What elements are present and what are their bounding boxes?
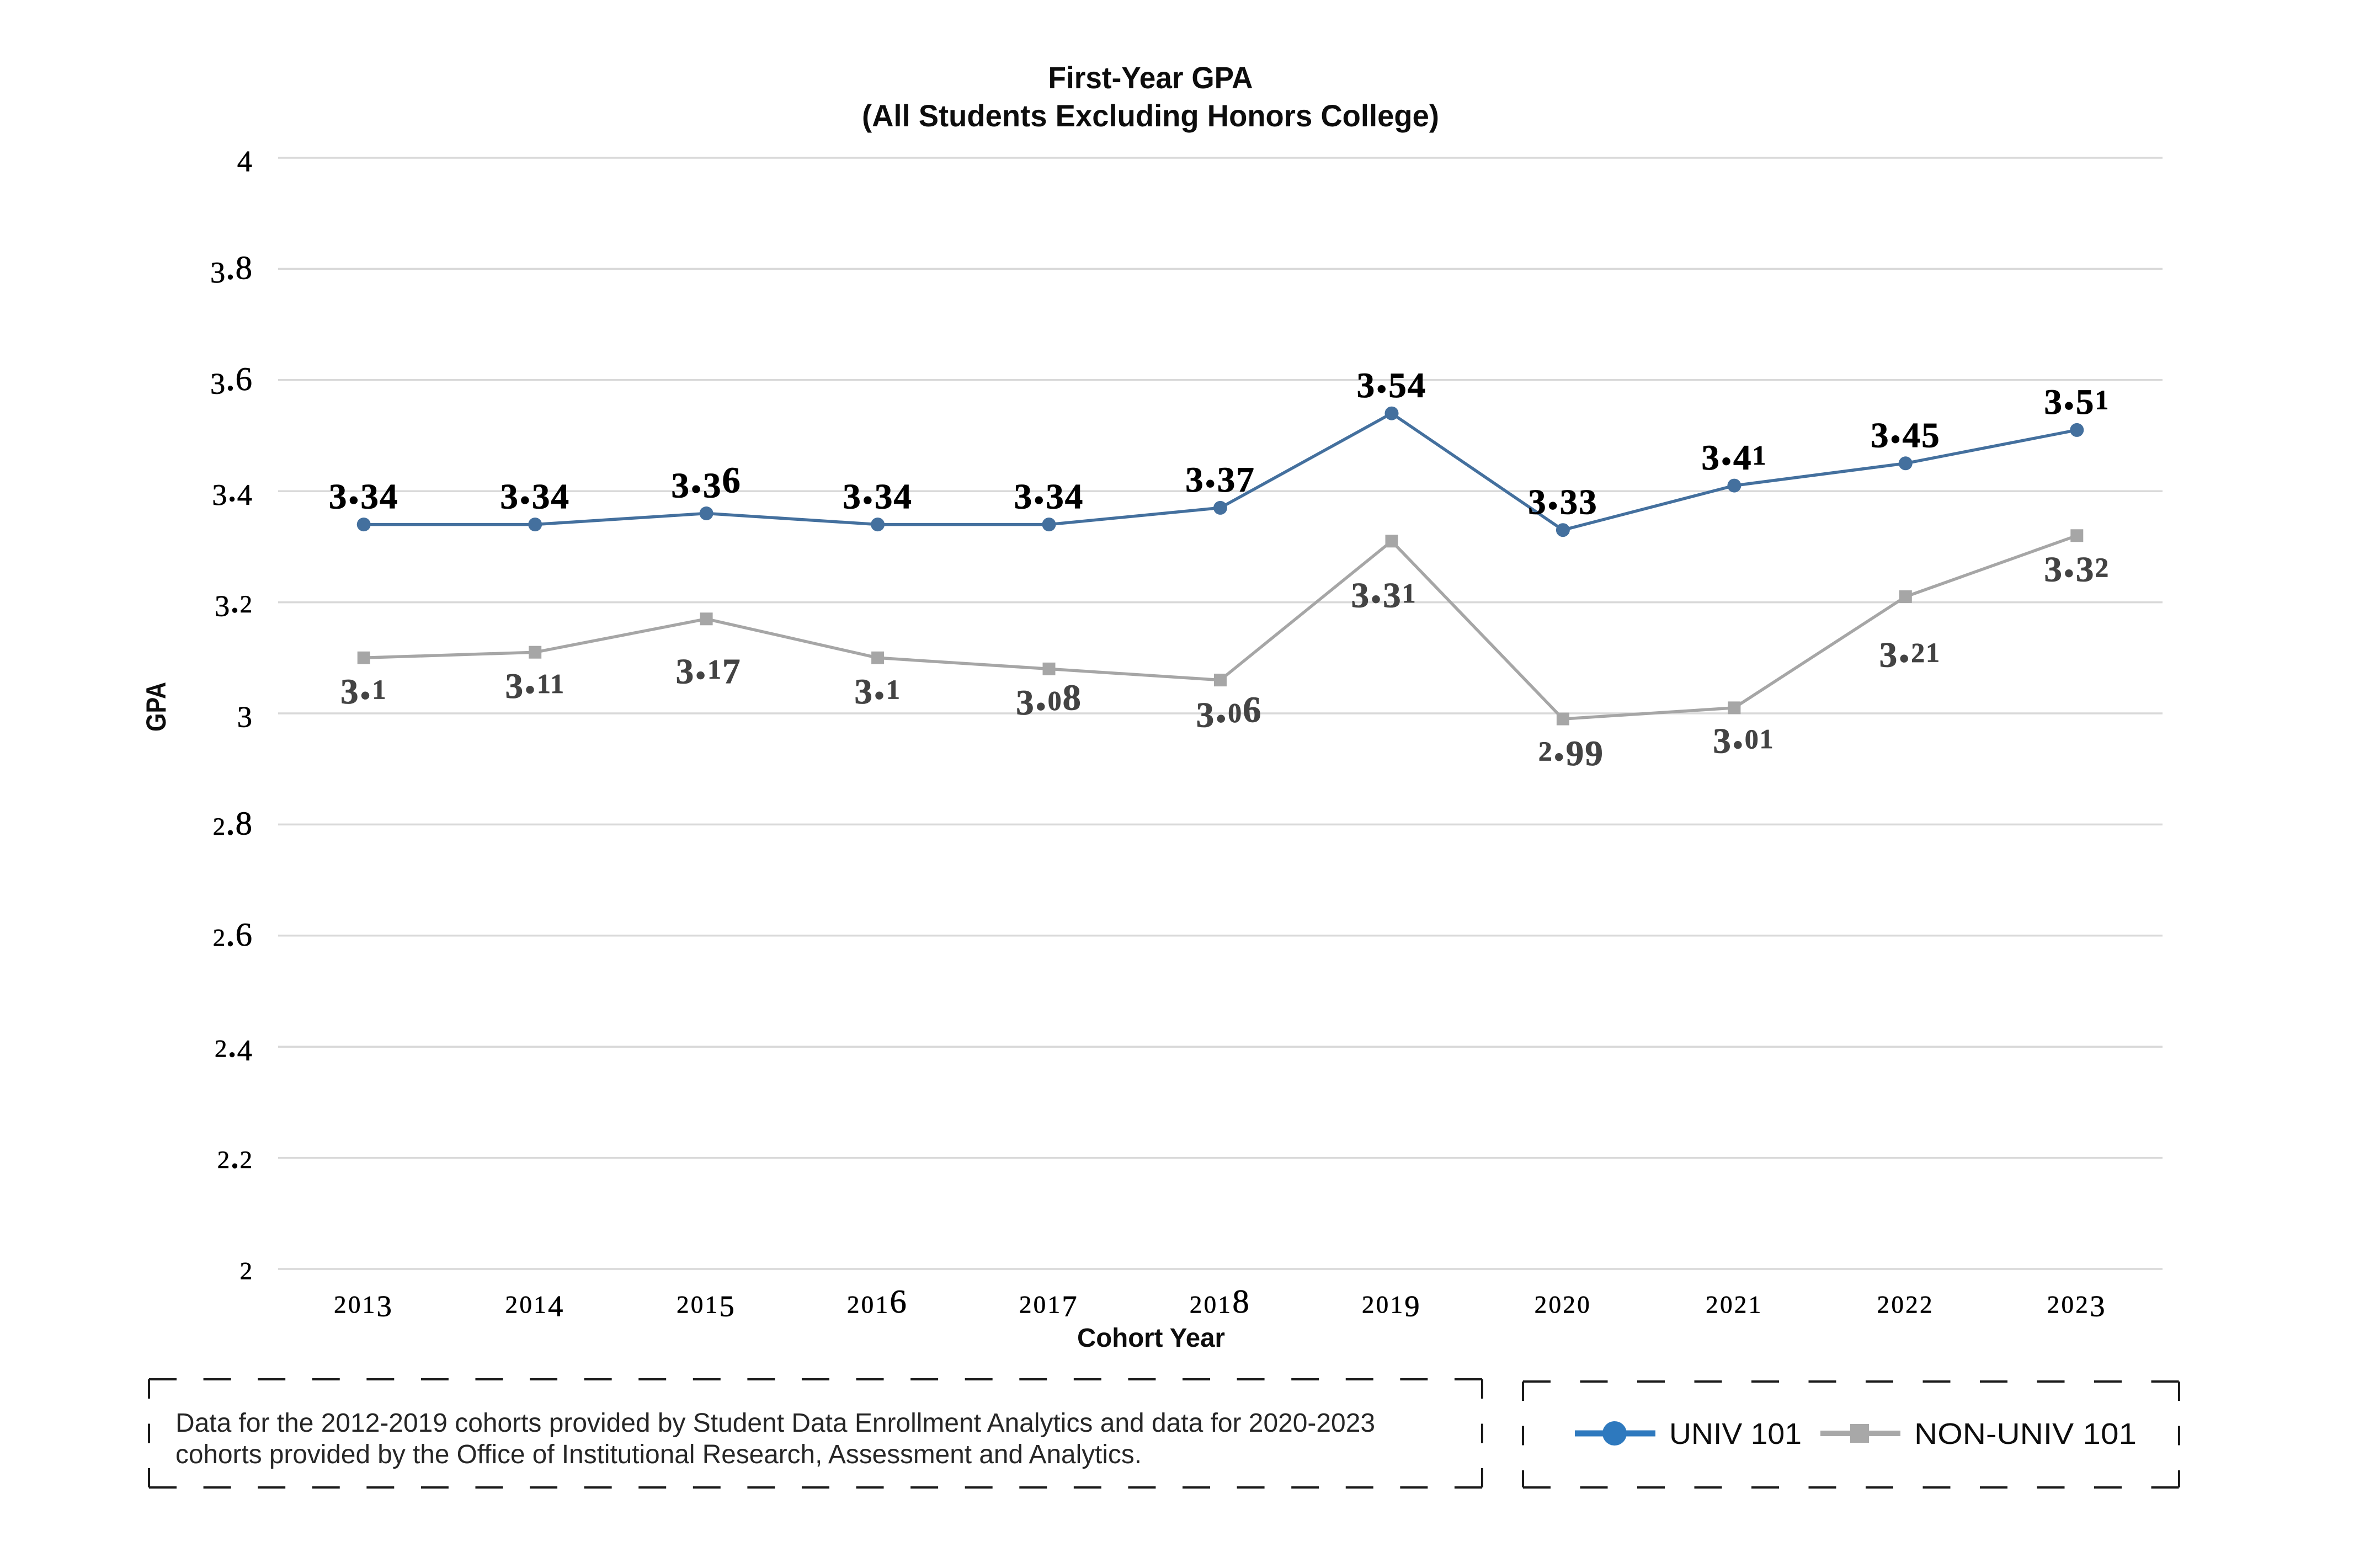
svg-text:2.2: 2.2 — [217, 1132, 252, 1177]
svg-text:2014: 2014 — [505, 1290, 565, 1323]
svg-text:Cohort Year: Cohort Year — [1077, 1323, 1225, 1353]
svg-text:2021: 2021 — [1706, 1290, 1762, 1318]
svg-text:3.36: 3.36 — [671, 452, 741, 506]
svg-text:3.8: 3.8 — [210, 242, 252, 289]
svg-text:2013: 2013 — [334, 1290, 393, 1323]
svg-text:3.34: 3.34 — [843, 463, 913, 517]
svg-text:2022: 2022 — [1877, 1290, 1934, 1318]
svg-text:2.99: 2.99 — [1538, 719, 1604, 774]
svg-text:3.06: 3.06 — [1196, 681, 1263, 735]
svg-text:3.4: 3.4 — [212, 465, 252, 511]
svg-text:2.4: 2.4 — [215, 1020, 252, 1067]
svg-text:3.1: 3.1 — [854, 658, 901, 712]
svg-text:3.31: 3.31 — [1351, 562, 1417, 616]
svg-text:4: 4 — [237, 145, 252, 178]
svg-text:3.41: 3.41 — [1701, 424, 1767, 478]
svg-text:2020: 2020 — [1535, 1290, 1591, 1318]
svg-text:3.51: 3.51 — [2044, 368, 2110, 422]
svg-text:3.45: 3.45 — [1871, 402, 1941, 456]
svg-text:First-Year GPA: First-Year GPA — [1048, 60, 1253, 95]
svg-text:2.6: 2.6 — [213, 909, 252, 954]
svg-text:2019: 2019 — [1362, 1290, 1421, 1323]
svg-text:2015: 2015 — [677, 1290, 736, 1323]
svg-text:3.17: 3.17 — [676, 638, 742, 692]
svg-text:3: 3 — [237, 701, 252, 734]
svg-text:(All Students Excluding Honors: (All Students Excluding Honors College) — [862, 98, 1439, 133]
svg-text:3.08: 3.08 — [1016, 669, 1082, 723]
svg-text:NON-UNIV 101: NON-UNIV 101 — [1914, 1417, 2137, 1450]
svg-text:3.34: 3.34 — [329, 463, 399, 517]
svg-text:3.34: 3.34 — [1014, 463, 1084, 517]
svg-text:3.6: 3.6 — [210, 354, 252, 401]
svg-text:2.8: 2.8 — [213, 798, 252, 843]
svg-text:2018: 2018 — [1190, 1283, 1251, 1320]
svg-text:2023: 2023 — [2047, 1290, 2107, 1323]
svg-text:3.37: 3.37 — [1185, 446, 1255, 500]
svg-text:3.32: 3.32 — [2044, 536, 2110, 590]
svg-text:3.54: 3.54 — [1357, 351, 1427, 406]
svg-text:2: 2 — [240, 1257, 252, 1284]
svg-text:3.2: 3.2 — [215, 576, 252, 623]
svg-text:2017: 2017 — [1019, 1290, 1079, 1323]
svg-text:3.1: 3.1 — [340, 658, 387, 712]
svg-text:3.01: 3.01 — [1713, 707, 1774, 761]
svg-text:cohorts provided by the Office: cohorts provided by the Office of Instit… — [175, 1440, 1142, 1469]
svg-text:2016: 2016 — [847, 1283, 908, 1320]
svg-text:3.11: 3.11 — [505, 652, 564, 706]
svg-text:Data for the 2012-2019 cohorts: Data for the 2012-2019 cohorts provided … — [175, 1409, 1375, 1438]
svg-text:3.21: 3.21 — [1879, 621, 1941, 675]
svg-text:GPA: GPA — [141, 682, 172, 732]
svg-text:3.34: 3.34 — [500, 463, 570, 517]
svg-text:UNIV 101: UNIV 101 — [1669, 1417, 1802, 1450]
svg-text:3.33: 3.33 — [1528, 468, 1598, 522]
